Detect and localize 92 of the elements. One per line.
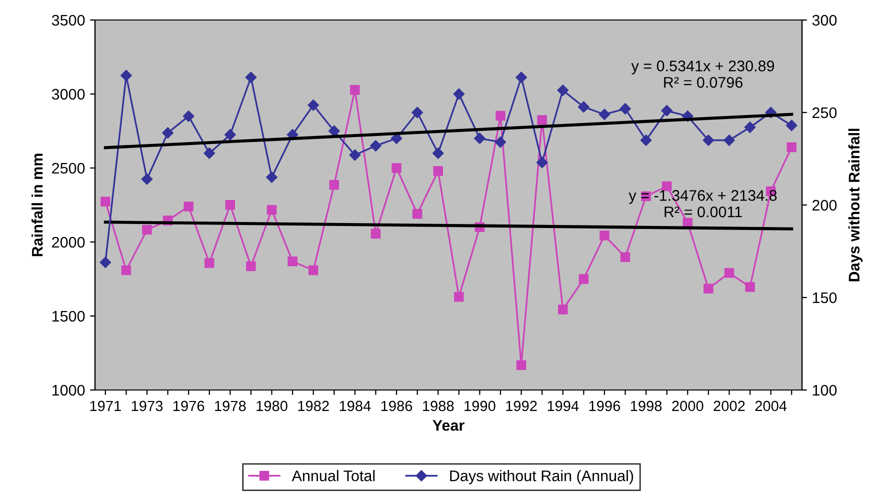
point bbox=[204, 148, 215, 159]
point bbox=[329, 180, 339, 190]
point bbox=[786, 120, 798, 132]
point bbox=[141, 173, 153, 185]
y-axis-title: Rainfall in mm bbox=[31, 154, 43, 256]
y2-tick-label: 250 bbox=[812, 107, 837, 118]
point bbox=[620, 103, 631, 114]
y-tick-label: 3000 bbox=[52, 88, 85, 100]
point bbox=[558, 304, 568, 314]
x-tick-label: 1971 bbox=[90, 400, 121, 412]
point bbox=[308, 265, 318, 276]
point bbox=[516, 360, 526, 370]
point bbox=[225, 200, 236, 210]
point bbox=[578, 274, 589, 284]
x-tick-label: 2000 bbox=[672, 400, 704, 412]
point bbox=[537, 115, 547, 125]
point bbox=[121, 265, 132, 276]
point bbox=[744, 122, 756, 133]
point bbox=[433, 166, 443, 176]
point bbox=[266, 205, 277, 215]
point bbox=[370, 140, 382, 152]
point bbox=[120, 70, 132, 82]
point bbox=[204, 258, 214, 268]
point bbox=[349, 149, 361, 161]
y2-tick-label: 300 bbox=[812, 14, 837, 26]
x-tick-label: 1986 bbox=[381, 400, 412, 412]
x-tick-label: 2004 bbox=[755, 400, 787, 412]
x-tick-label: 1978 bbox=[215, 400, 246, 412]
point bbox=[724, 134, 735, 146]
point bbox=[328, 125, 340, 137]
y-tick-label: 1500 bbox=[52, 310, 85, 322]
point bbox=[224, 129, 236, 140]
y2-axis-title: Days without Rainfall bbox=[848, 128, 863, 282]
point bbox=[246, 261, 256, 272]
x-tick-label: 1976 bbox=[173, 400, 204, 412]
point bbox=[745, 282, 755, 292]
point bbox=[453, 88, 465, 100]
point bbox=[100, 256, 112, 268]
legend-label: Annual Total bbox=[292, 470, 375, 482]
point bbox=[100, 196, 110, 206]
y-tick-label: 2500 bbox=[52, 162, 85, 174]
y-tick-label: 3500 bbox=[52, 14, 85, 26]
point bbox=[474, 132, 486, 144]
point bbox=[600, 230, 610, 240]
point bbox=[496, 110, 506, 121]
point bbox=[432, 148, 444, 159]
point bbox=[370, 228, 381, 239]
x-tick-label: 1992 bbox=[506, 400, 537, 412]
point bbox=[412, 209, 422, 219]
point bbox=[516, 72, 527, 83]
annotation: y = 0.5341x + 230.89 R² = 0.0796 bbox=[631, 60, 774, 88]
y2-tick-label: 200 bbox=[812, 200, 837, 211]
x-tick-label: 2002 bbox=[714, 400, 745, 412]
x-tick-label: 1990 bbox=[464, 400, 496, 412]
x-tick-label: 1996 bbox=[589, 400, 620, 412]
point bbox=[704, 284, 714, 294]
point bbox=[182, 110, 194, 122]
point bbox=[598, 108, 610, 120]
x-axis-title: Year bbox=[432, 420, 464, 431]
point bbox=[786, 142, 796, 152]
x-tick-label: 1982 bbox=[298, 400, 329, 412]
x-tick-label: 1998 bbox=[630, 400, 662, 412]
y-tick-label: 2000 bbox=[52, 236, 85, 248]
point bbox=[536, 156, 548, 168]
point bbox=[494, 136, 506, 148]
point bbox=[288, 256, 298, 266]
y2-tick-label: 100 bbox=[812, 384, 837, 396]
point bbox=[454, 292, 464, 302]
point bbox=[184, 202, 194, 212]
point bbox=[266, 172, 278, 183]
point bbox=[578, 101, 590, 113]
x-tick-label: 1988 bbox=[422, 400, 454, 412]
point bbox=[162, 127, 174, 138]
point bbox=[724, 268, 734, 278]
point bbox=[392, 163, 402, 173]
point bbox=[308, 99, 319, 111]
point bbox=[640, 134, 652, 146]
y-tick-label: 1000 bbox=[52, 384, 85, 396]
point bbox=[702, 134, 714, 146]
x-tick-label: 1980 bbox=[256, 400, 288, 412]
point bbox=[245, 72, 257, 83]
point bbox=[620, 252, 630, 262]
x-tick-label: 1994 bbox=[548, 400, 579, 412]
point bbox=[142, 224, 152, 235]
point bbox=[661, 105, 672, 116]
point bbox=[350, 84, 360, 95]
legend-label: Days without Rain (Annual) bbox=[450, 470, 634, 484]
x-tick-label: 1984 bbox=[340, 400, 371, 412]
x-tick-label: 1973 bbox=[132, 400, 163, 412]
point bbox=[557, 84, 568, 96]
point bbox=[412, 106, 423, 118]
y2-tick-label: 150 bbox=[812, 292, 837, 304]
